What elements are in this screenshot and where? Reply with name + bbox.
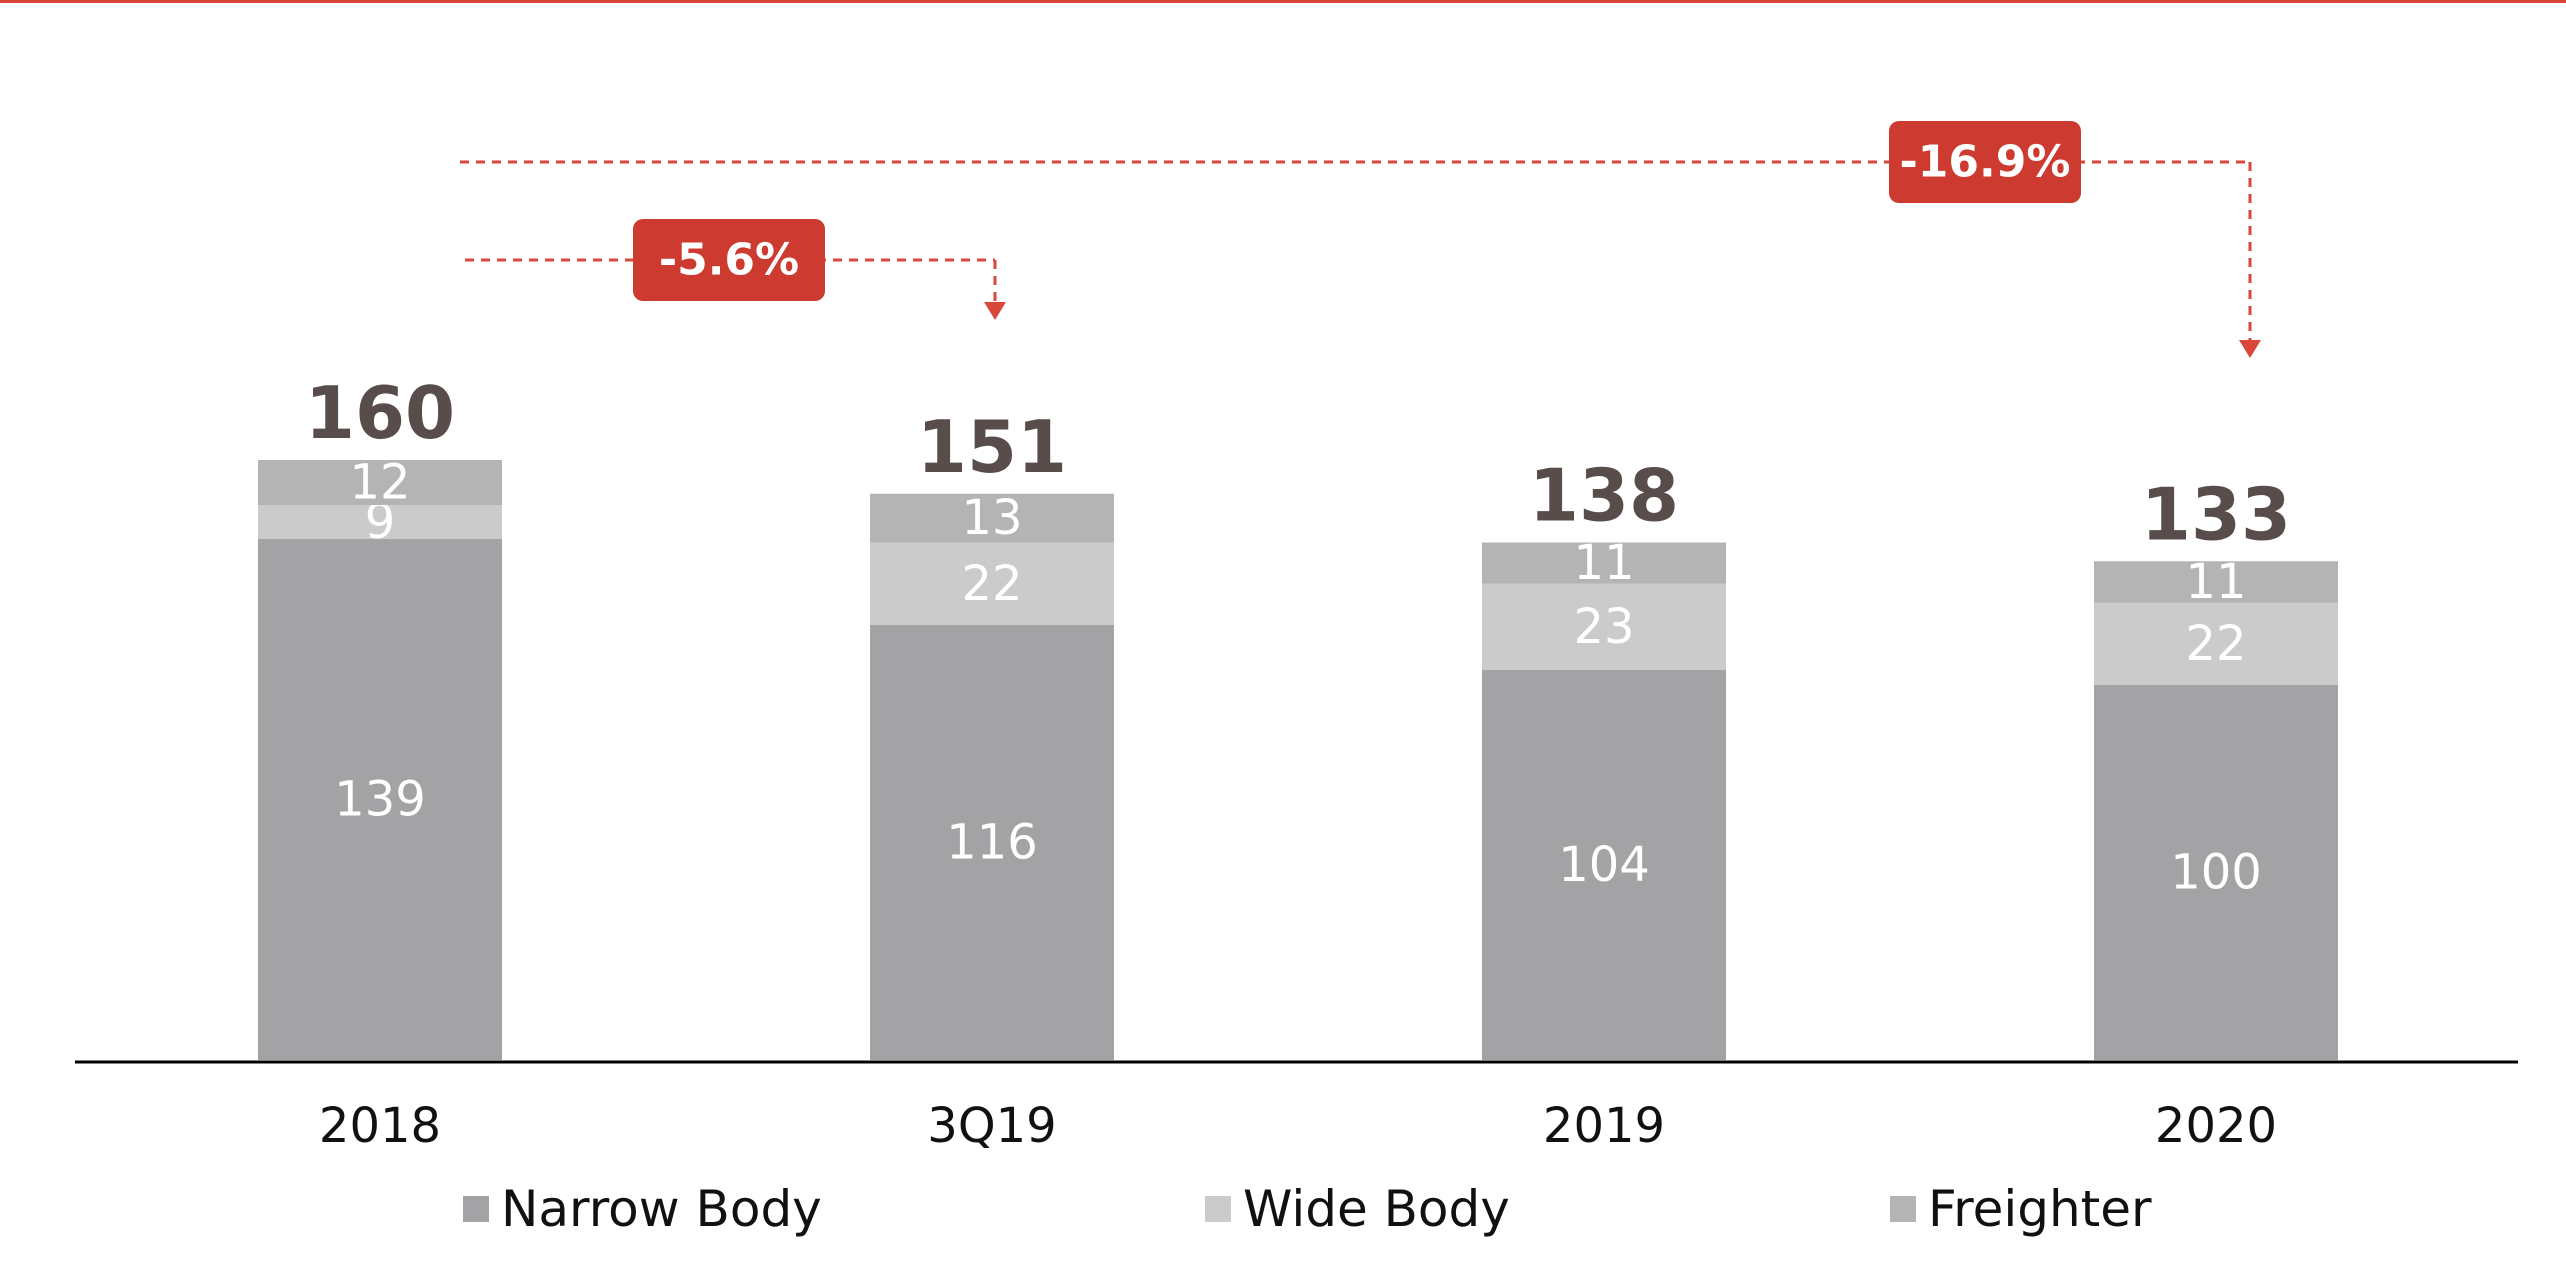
bar-narrow-body-2019 (1482, 670, 1726, 1060)
bar-value-label: 104 (1558, 837, 1650, 893)
legend-swatch-wide-body (1205, 1196, 1231, 1222)
bar-value-label: 12 (349, 455, 410, 511)
x-tick-label-3q19: 3Q19 (927, 1098, 1056, 1154)
bar-value-label: 13 (961, 490, 1022, 546)
total-labels: 160 151 138 133 (305, 371, 2291, 556)
total-label-2020: 133 (2141, 472, 2291, 556)
bar-value-label: 23 (1573, 599, 1634, 655)
legend-swatch-freighter (1890, 1196, 1916, 1222)
callouts: -5.6% -16.9% (460, 121, 2261, 358)
bar-value-label: 11 (2185, 554, 2246, 610)
callout-label: -16.9% (1900, 137, 2071, 188)
bar-value-label: 116 (946, 815, 1038, 871)
bar-freighter-2018 (258, 460, 502, 505)
legend-label-narrow-body: Narrow Body (501, 1180, 822, 1238)
x-tick-label-2018: 2018 (319, 1098, 441, 1154)
callout-label: -5.6% (659, 235, 799, 286)
callout-badge (1889, 121, 2081, 203)
bar-value-label: 100 (2170, 845, 2262, 901)
legend: Narrow Body Wide Body Freighter (463, 1180, 2152, 1238)
bar-narrow-body-3q19 (870, 625, 1114, 1060)
bar-freighter-3q19 (870, 493, 1114, 543)
bar-wide-body-2020 (2094, 602, 2338, 685)
bar-value-label: 139 (334, 771, 426, 827)
x-tick-label-2019: 2019 (1543, 1098, 1665, 1154)
bar-narrow-body-2020 (2094, 685, 2338, 1060)
bar-freighter-2020 (2094, 561, 2338, 603)
total-label-3q19: 151 (917, 405, 1067, 489)
category-labels: 2018 3Q19 2019 2020 (319, 1098, 2277, 1154)
callout-badge (633, 219, 825, 301)
bar-wide-body-2018 (258, 505, 502, 539)
callout-2020: -16.9% (460, 121, 2261, 358)
bar-value-label: 22 (961, 556, 1022, 612)
bar-value-label: 22 (2185, 616, 2246, 672)
bar-value-label: 11 (1573, 535, 1634, 591)
bar-wide-body-2019 (1482, 583, 1726, 670)
bar-freighter-2019 (1482, 542, 1726, 584)
top-rule (0, 0, 2566, 3)
legend-swatch-narrow-body (463, 1196, 489, 1222)
legend-label-wide-body: Wide Body (1243, 1180, 1510, 1238)
total-label-2019: 138 (1529, 454, 1679, 538)
bar-wide-body-3q19 (870, 542, 1114, 625)
arrowhead-icon (984, 302, 1006, 320)
legend-label-freighter: Freighter (1928, 1180, 2152, 1238)
total-label-2018: 160 (305, 371, 455, 455)
x-tick-label-2020: 2020 (2155, 1098, 2277, 1154)
callout-3q19: -5.6% (465, 219, 1006, 320)
arrowhead-icon (2239, 340, 2261, 358)
bar-narrow-body-2018 (258, 538, 502, 1060)
